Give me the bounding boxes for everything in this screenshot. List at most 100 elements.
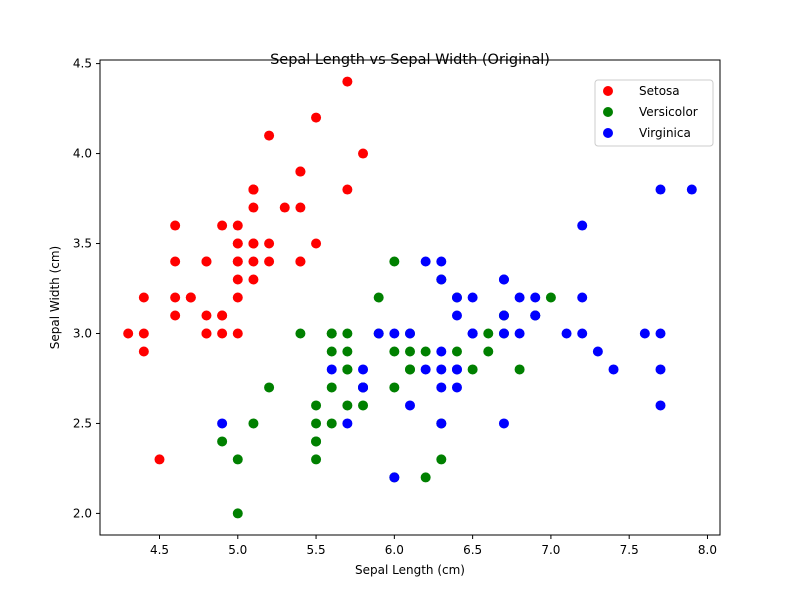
legend-label-virginica: Virginica bbox=[639, 126, 691, 140]
y-axis-label: Sepal Width (cm) bbox=[48, 246, 62, 349]
data-point-virginica-46 bbox=[436, 418, 447, 429]
data-point-versicolor-20 bbox=[373, 292, 384, 303]
plot-area bbox=[99, 59, 721, 536]
data-point-versicolor-25 bbox=[483, 328, 494, 339]
data-point-versicolor-43 bbox=[232, 454, 243, 465]
data-point-versicolor-44 bbox=[326, 382, 337, 393]
data-point-virginica-17 bbox=[655, 184, 666, 195]
data-point-setosa-45 bbox=[201, 328, 212, 339]
data-point-virginica-38 bbox=[389, 328, 400, 339]
x-tick-label: 6.0 bbox=[385, 543, 404, 557]
data-point-setosa-37 bbox=[217, 220, 228, 231]
x-axis-ticks: 4.5 5.0 5.5 6.0 6.5 7.0 7.5 8.0 bbox=[150, 535, 717, 557]
data-point-virginica-22 bbox=[655, 364, 666, 375]
data-point-setosa-1 bbox=[217, 328, 228, 339]
data-point-setosa-14 bbox=[358, 148, 369, 159]
data-point-versicolor-28 bbox=[389, 346, 400, 357]
y-tick-label: 4.5 bbox=[73, 57, 92, 71]
data-point-setosa-38 bbox=[138, 328, 149, 339]
data-point-setosa-21 bbox=[248, 202, 259, 213]
data-point-virginica-49 bbox=[373, 328, 384, 339]
data-point-setosa-49 bbox=[232, 274, 243, 285]
data-point-virginica-32 bbox=[451, 364, 462, 375]
data-point-virginica-43 bbox=[514, 292, 525, 303]
data-point-virginica-11 bbox=[451, 382, 462, 393]
data-point-setosa-39 bbox=[248, 256, 259, 267]
y-tick-label: 4.0 bbox=[73, 147, 92, 161]
data-point-versicolor-35 bbox=[389, 256, 400, 267]
data-point-versicolor-49 bbox=[342, 364, 353, 375]
data-point-virginica-29 bbox=[577, 328, 588, 339]
data-point-setosa-33 bbox=[311, 112, 322, 123]
data-point-setosa-27 bbox=[264, 238, 275, 249]
x-tick-label: 4.5 bbox=[150, 543, 169, 557]
x-tick-label: 5.0 bbox=[228, 543, 247, 557]
data-point-setosa-35 bbox=[232, 292, 243, 303]
y-tick-label: 2.0 bbox=[73, 506, 92, 520]
data-point-virginica-40 bbox=[498, 310, 509, 321]
data-point-versicolor-34 bbox=[295, 328, 306, 339]
data-point-versicolor-8 bbox=[483, 346, 494, 357]
data-point-versicolor-45 bbox=[342, 328, 353, 339]
legend-marker-virginica bbox=[603, 128, 613, 138]
data-point-versicolor-33 bbox=[389, 382, 400, 393]
data-point-versicolor-14 bbox=[326, 346, 337, 357]
x-tick-label: 6.5 bbox=[463, 543, 482, 557]
data-point-setosa-47 bbox=[170, 292, 181, 303]
data-point-versicolor-46 bbox=[342, 346, 353, 357]
data-point-virginica-2 bbox=[561, 328, 572, 339]
data-point-setosa-8 bbox=[138, 346, 149, 357]
data-point-virginica-47 bbox=[467, 328, 478, 339]
data-point-setosa-15 bbox=[342, 76, 353, 87]
legend-label-versicolor: Versicolor bbox=[639, 105, 698, 119]
data-point-setosa-31 bbox=[295, 256, 306, 267]
data-point-versicolor-3 bbox=[311, 454, 322, 465]
data-point-setosa-29 bbox=[185, 292, 196, 303]
data-point-virginica-33 bbox=[436, 364, 447, 375]
data-point-virginica-34 bbox=[405, 400, 415, 411]
data-point-virginica-0 bbox=[436, 274, 447, 285]
data-point-setosa-23 bbox=[248, 274, 259, 285]
data-point-versicolor-37 bbox=[436, 454, 447, 465]
data-point-versicolor-39 bbox=[311, 418, 322, 429]
data-point-setosa-48 bbox=[279, 202, 290, 213]
y-tick-label: 3.5 bbox=[73, 237, 92, 251]
data-point-setosa-22 bbox=[170, 220, 181, 231]
data-point-virginica-15 bbox=[451, 292, 462, 303]
data-point-setosa-16 bbox=[295, 166, 306, 177]
data-point-setosa-46 bbox=[248, 184, 259, 195]
y-axis-ticks: 2.0 2.5 3.0 3.5 4.0 4.5 bbox=[73, 57, 100, 520]
data-point-versicolor-42 bbox=[358, 400, 369, 411]
data-point-versicolor-26 bbox=[514, 364, 525, 375]
points-layer bbox=[123, 76, 697, 519]
data-point-virginica-25 bbox=[577, 292, 588, 303]
data-point-versicolor-18 bbox=[420, 472, 431, 483]
data-point-versicolor-23 bbox=[405, 364, 415, 375]
data-point-setosa-3 bbox=[170, 310, 181, 321]
data-point-setosa-26 bbox=[232, 256, 243, 267]
data-point-virginica-6 bbox=[217, 418, 228, 429]
data-point-virginica-14 bbox=[358, 364, 369, 375]
data-point-versicolor-0 bbox=[545, 292, 556, 303]
data-point-virginica-7 bbox=[592, 346, 603, 357]
data-point-versicolor-4 bbox=[467, 364, 478, 375]
data-point-virginica-27 bbox=[405, 328, 415, 339]
x-tick-label: 5.5 bbox=[307, 543, 326, 557]
data-point-virginica-23 bbox=[436, 382, 447, 393]
data-point-virginica-10 bbox=[467, 292, 478, 303]
data-point-setosa-6 bbox=[170, 256, 181, 267]
data-point-setosa-10 bbox=[295, 202, 306, 213]
legend-marker-setosa bbox=[603, 86, 613, 96]
data-point-virginica-30 bbox=[608, 364, 619, 375]
data-point-versicolor-38 bbox=[326, 328, 337, 339]
data-point-virginica-26 bbox=[420, 364, 431, 375]
data-point-virginica-20 bbox=[530, 292, 541, 303]
data-point-versicolor-7 bbox=[217, 436, 228, 447]
data-point-virginica-9 bbox=[577, 220, 588, 231]
data-point-versicolor-13 bbox=[405, 346, 415, 357]
data-point-setosa-43 bbox=[232, 238, 243, 249]
data-point-virginica-45 bbox=[498, 328, 509, 339]
data-point-virginica-5 bbox=[639, 328, 650, 339]
data-point-setosa-36 bbox=[311, 238, 322, 249]
data-point-versicolor-9 bbox=[264, 382, 275, 393]
